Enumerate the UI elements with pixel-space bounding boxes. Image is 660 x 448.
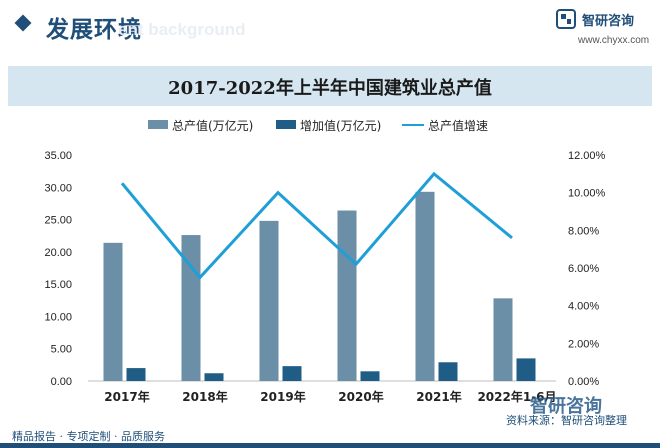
y-left-tick-label: 5.00 [51, 344, 72, 356]
y-right-tick-label: 10.00% [568, 188, 606, 200]
diamond-icon [14, 14, 32, 32]
y-left-tick-label: 35.00 [44, 150, 72, 162]
y-right-tick-label: 2.00% [568, 338, 599, 350]
x-tick-label: 2020年 [338, 389, 383, 404]
footer-slogan: 精品报告 · 专项定制 · 品质服务 [12, 430, 165, 443]
x-tick-label: 2017年 [104, 389, 149, 404]
legend-label-added: 增加值(万亿元) [300, 119, 382, 133]
y-right-tick-label: 6.00% [568, 263, 599, 275]
y-left-tick-label: 15.00 [44, 279, 72, 291]
legend-swatch-total [148, 120, 168, 129]
bar-total-output [493, 298, 513, 381]
y-right-tick-label: 8.00% [568, 225, 599, 237]
legend-swatch-added [276, 120, 296, 129]
x-tick-label: 2022年1-6月 [477, 389, 556, 404]
bar-added-value [282, 366, 302, 381]
chart-title-bar: 2017-2022年上半年中国建筑业总产值 [8, 66, 652, 106]
legend-label-total: 总产值(万亿元) [172, 119, 254, 133]
legend: 总产值(万亿元) 增加值(万亿元) 总产值增速 [0, 116, 660, 134]
y-right-tick-label: 4.00% [568, 301, 599, 313]
chart-title: 2017-2022年上半年中国建筑业总产值 [168, 78, 492, 99]
section-title: 发展环境 [46, 17, 142, 43]
y-left-tick-label: 10.00 [44, 311, 72, 323]
bar-added-value [438, 362, 458, 381]
footer-brand-mark: 智研咨询 [530, 396, 602, 417]
x-tick-label: 2021年 [416, 389, 461, 404]
y-right-tick-label: 12.00% [568, 150, 606, 162]
growth-rate-line [120, 171, 513, 280]
x-tick-label: 2019年 [260, 389, 305, 404]
bar-added-value [204, 373, 224, 381]
bar-added-value [360, 371, 380, 381]
bar-added-value [516, 358, 536, 381]
bar-added-value [126, 368, 146, 381]
header: 发展环境 ent background 智研咨询 www.chyxx.com [0, 0, 660, 50]
source-note: 资料来源：智研咨询整理 [506, 414, 627, 427]
bar-total-output [259, 220, 279, 381]
background-watermark-text: ent background [118, 20, 246, 39]
y-left-tick-label: 0.00 [51, 376, 72, 388]
bottom-strip [0, 443, 660, 448]
legend-line-growth [402, 124, 424, 126]
bar-total-output [415, 191, 435, 381]
y-left-tick-label: 30.00 [44, 182, 72, 194]
legend-label-growth: 总产值增速 [428, 119, 489, 133]
y-left-tick-label: 20.00 [44, 247, 72, 259]
brand-url: www.chyxx.com [578, 35, 650, 46]
brand-name: 智研咨询 [582, 14, 635, 29]
x-tick-label: 2018年 [182, 389, 227, 404]
brand-block: 智研咨询 www.chyxx.com [556, 9, 656, 49]
brand-logo-icon [556, 9, 576, 29]
bar-total-output [103, 242, 123, 381]
bar-total-output [337, 210, 357, 381]
y-left-tick-label: 25.00 [44, 215, 72, 227]
y-right-tick-label: 0.00% [568, 376, 599, 388]
